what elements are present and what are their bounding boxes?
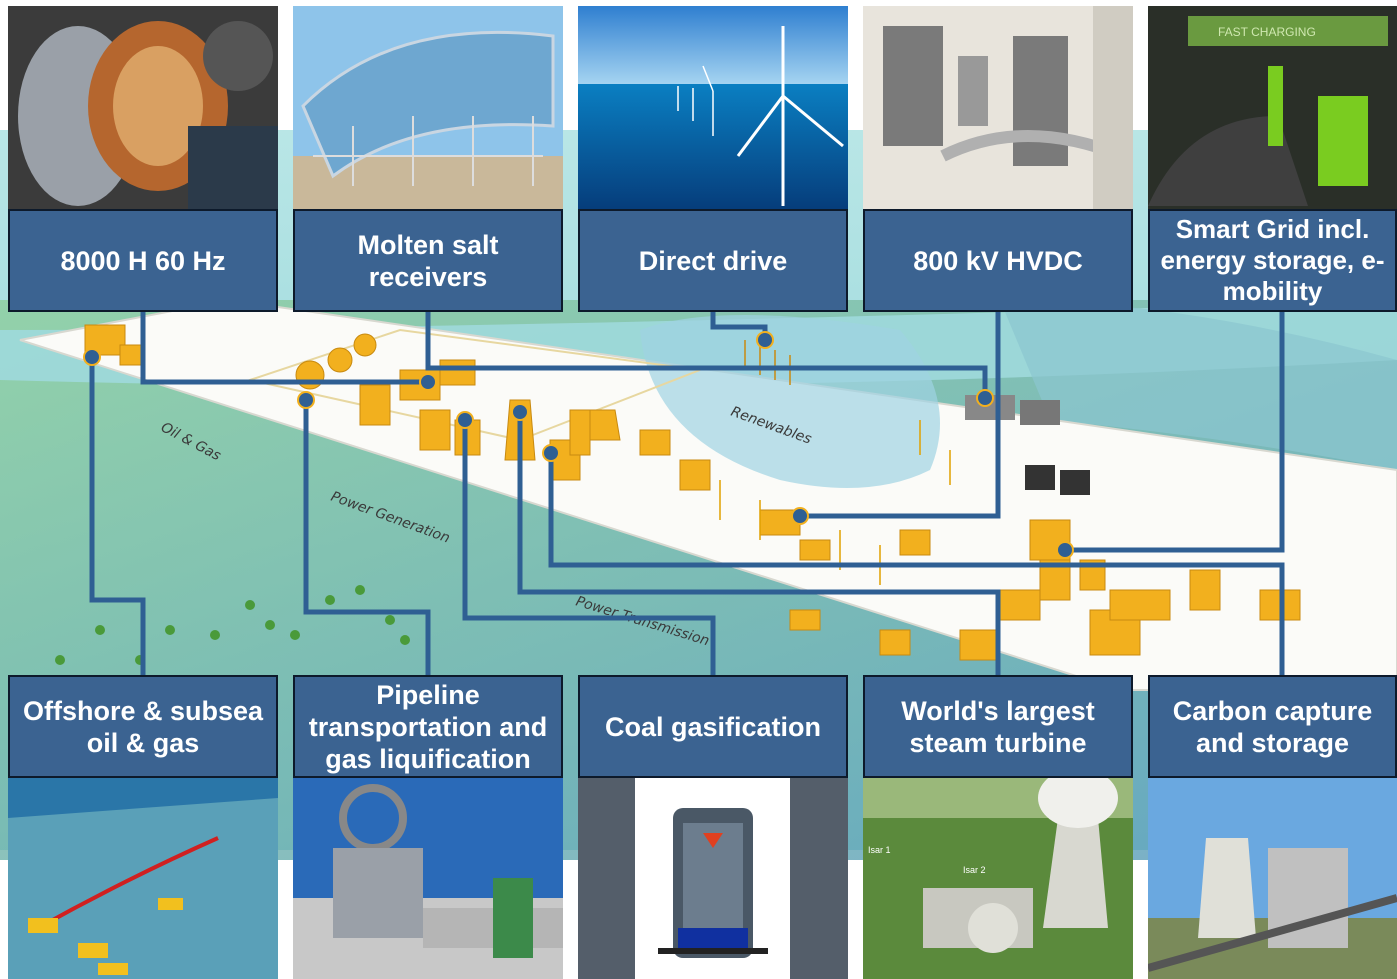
ev-sign-text: FAST CHARGING (1218, 25, 1316, 39)
plant-buildings (84, 324, 1301, 661)
panel-steam-turbine: World's largest steam turbine Isar 1 Isa… (863, 675, 1133, 979)
label-offshore: Offshore & subsea oil & gas (8, 675, 278, 778)
panel-hvdc: 800 kV HVDC (863, 6, 1133, 312)
connector-endpoints (83, 331, 1074, 559)
subsea-pipeline-photo (8, 778, 278, 979)
label-gas-turbine: 8000 H 60 Hz (8, 209, 278, 312)
connector-ccs (548, 453, 1285, 675)
connector-pipeline (303, 400, 431, 675)
label-smart-grid: Smart Grid incl. energy storage, e-mobil… (1148, 209, 1397, 312)
label-molten-salt: Molten salt receivers (293, 209, 563, 312)
label-text: Coal gasification (604, 711, 822, 742)
connector-coal-gas (462, 420, 716, 675)
power-plant-photo (1148, 778, 1397, 979)
label-ccs: Carbon capture and storage (1148, 675, 1397, 778)
label-direct-drive: Direct drive (578, 209, 848, 312)
panel-pipeline: Pipeline transportation and gas liquific… (293, 675, 563, 979)
offshore-wind-photo (578, 6, 848, 211)
pipeline-valve-photo (293, 778, 563, 979)
panel-offshore: Offshore & subsea oil & gas (8, 675, 278, 979)
panel-ccs: Carbon capture and storage (1148, 675, 1397, 979)
label-text: Pipeline transportation and gas liquific… (308, 679, 548, 774)
renewables-zone (640, 315, 940, 488)
label-text: World's largest steam turbine (901, 695, 1095, 758)
panel-direct-drive: Direct drive (578, 6, 848, 312)
connector-hvdc (800, 312, 1001, 519)
label-coal-gas: Coal gasification (578, 675, 848, 778)
connector-smart-grid (1065, 312, 1285, 553)
label-text: Direct drive (638, 245, 788, 276)
nuclear-plant-photo: Isar 1 Isar 2 (863, 778, 1133, 979)
trees (55, 585, 410, 665)
label-text: Smart Grid incl. energy storage, e-mobil… (1160, 214, 1385, 306)
connector-molten-salt (425, 312, 988, 398)
ev-charging-photo: FAST CHARGING (1148, 6, 1397, 211)
panel-molten-salt: Molten salt receivers (293, 6, 563, 312)
gasifier-reactor-photo (578, 778, 848, 979)
connector-offshore (89, 357, 146, 675)
label-text: Offshore & subsea oil & gas (22, 695, 264, 758)
label-text: Carbon capture and storage (1172, 695, 1373, 758)
panel-coal-gas: Coal gasification (578, 675, 848, 979)
isar2-text: Isar 2 (963, 865, 986, 875)
label-hvdc: 800 kV HVDC (863, 209, 1133, 312)
label-text: Molten salt receivers (357, 229, 499, 292)
connector-gas-turbine (140, 312, 428, 385)
label-text: 8000 H 60 Hz (60, 245, 226, 276)
panel-gas-turbine: 8000 H 60 Hz (8, 6, 278, 312)
connector-steam-turbine (517, 412, 1001, 675)
isar1-text: Isar 1 (868, 845, 891, 855)
gas-turbine-photo (8, 6, 278, 211)
label-text: 800 kV HVDC (913, 245, 1083, 276)
panel-smart-grid: FAST CHARGING Smart Grid incl. energy st… (1148, 6, 1397, 312)
label-pipeline: Pipeline transportation and gas liquific… (293, 675, 563, 778)
bay-water (1000, 300, 1397, 470)
solar-trough-photo (293, 6, 563, 211)
connector-lines (89, 312, 1285, 675)
hvdc-valve-hall-photo (863, 6, 1133, 211)
label-steam-turbine: World's largest steam turbine (863, 675, 1133, 778)
